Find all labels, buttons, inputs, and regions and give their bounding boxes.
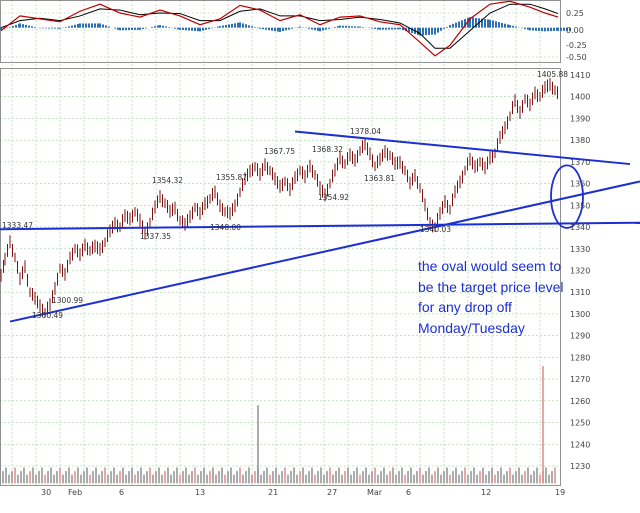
- y-tick-label: 1330: [570, 245, 590, 254]
- price-label: 1405.88: [537, 70, 568, 79]
- price-label: 1348.00: [210, 223, 241, 232]
- x-tick-label: 30: [41, 488, 51, 497]
- osc-tick-label: -0.25: [566, 41, 587, 50]
- price-labels: 1333.47 1300.49 1300.99 1337.35 1354.32 1348.…: [2, 70, 568, 320]
- y-tick-label: 1320: [570, 267, 590, 276]
- y-tick-label: 1370: [570, 158, 590, 167]
- macd-line: [0, 0, 559, 57]
- axis-ticks: 1230124012501260127012801290130013101320…: [41, 9, 590, 497]
- y-tick-label: 1400: [570, 93, 590, 102]
- y-tick-label: 1380: [570, 136, 590, 145]
- oscillator-frame: [0, 0, 561, 63]
- y-tick-label: 1260: [570, 397, 590, 406]
- price-label: 1340.03: [420, 225, 451, 234]
- x-tick-label: 19: [555, 488, 565, 497]
- annotation-line-1: the oval would seem to: [418, 258, 562, 274]
- x-tick-label: 21: [268, 488, 278, 497]
- x-tick-label: Feb: [68, 488, 82, 497]
- trendlines: [0, 130, 640, 323]
- y-tick-label: 1290: [570, 332, 590, 341]
- annotation-line-3: for any drop off: [418, 299, 512, 315]
- y-tick-label: 1280: [570, 353, 590, 362]
- chart-grid: [0, 0, 561, 486]
- y-tick-label: 1410: [570, 71, 590, 80]
- y-tick-label: 1310: [570, 288, 590, 297]
- trendline: [0, 221, 640, 231]
- y-tick-label: 1350: [570, 201, 590, 210]
- y-tick-label: 1230: [570, 462, 590, 471]
- annotation-line-4: Monday/Tuesday: [418, 319, 525, 336]
- x-tick-label: 13: [195, 488, 205, 497]
- y-tick-label: 1340: [570, 223, 590, 232]
- signal-line: [0, 3, 559, 49]
- price-label: 1354.32: [152, 176, 183, 185]
- trendline: [9, 180, 640, 323]
- x-tick-label: 12: [481, 488, 491, 497]
- x-tick-label: Mar: [367, 488, 383, 497]
- x-tick-label: 6: [406, 488, 411, 497]
- price-label: 1300.49: [32, 311, 63, 320]
- price-label: 1333.47: [2, 221, 33, 230]
- osc-tick-label: 0.25: [566, 9, 584, 18]
- price-label: 1355.87: [216, 173, 247, 182]
- osc-tick-label: 0.00: [566, 26, 584, 35]
- price-series: [0, 78, 558, 318]
- volume-bars: [2, 366, 556, 484]
- price-label: 1368.32: [312, 145, 343, 154]
- annotation-note: the oval would seem to be the target pri…: [418, 256, 618, 338]
- price-label: 1378.04: [350, 127, 381, 136]
- target-oval: [550, 164, 584, 229]
- annotation-line-2: be the target price level: [418, 278, 564, 295]
- oscillator-panel: [0, 0, 571, 57]
- x-tick-label: 6: [119, 488, 124, 497]
- y-tick-label: 1250: [570, 419, 590, 428]
- price-label: 1300.99: [52, 296, 83, 305]
- trendline: [294, 130, 631, 166]
- osc-tick-label: -0.50: [566, 53, 587, 62]
- y-tick-label: 1390: [570, 114, 590, 123]
- y-tick-label: 1240: [570, 440, 590, 449]
- y-tick-label: 1300: [570, 310, 590, 319]
- x-tick-label: 27: [327, 488, 337, 497]
- price-label: 1367.75: [264, 147, 295, 156]
- y-tick-label: 1270: [570, 375, 590, 384]
- price-label: 1337.35: [140, 232, 171, 241]
- y-tick-label: 1360: [570, 180, 590, 189]
- price-label: 1354.92: [318, 193, 349, 202]
- price-label: 1363.81: [364, 174, 395, 183]
